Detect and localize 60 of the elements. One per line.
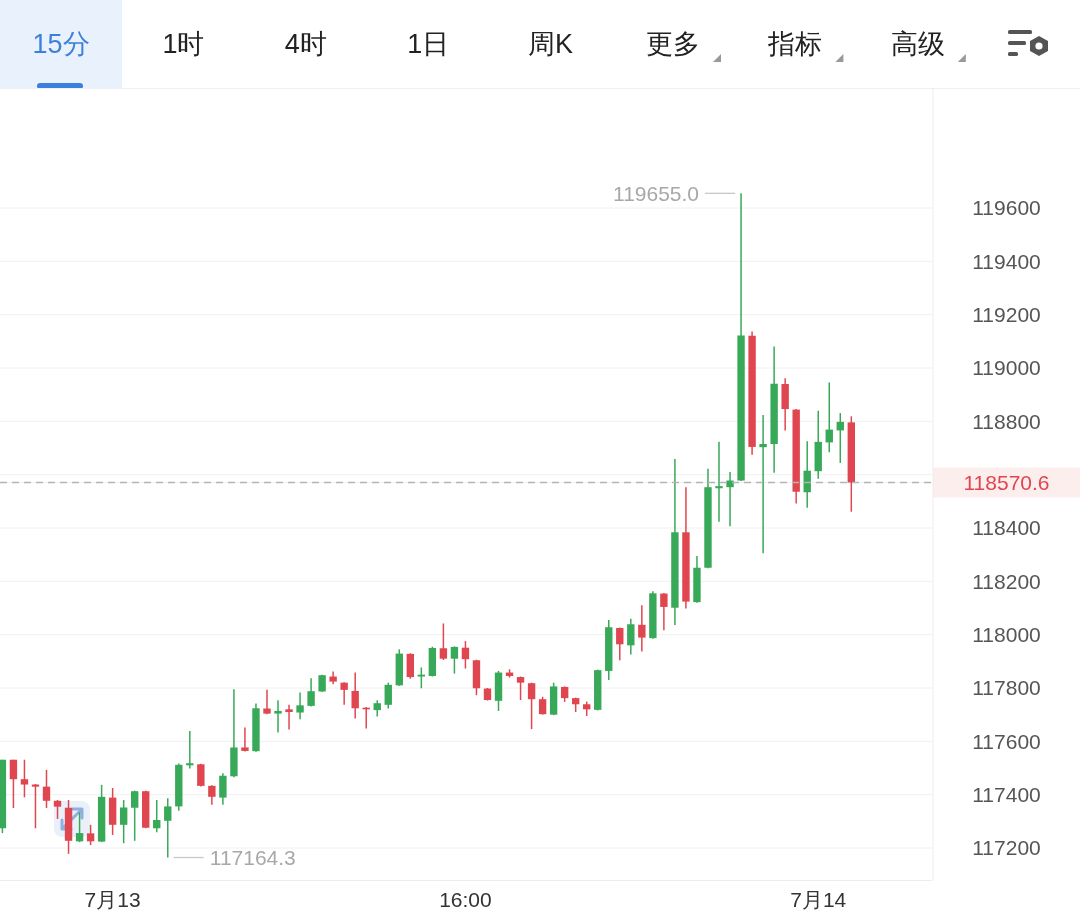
candlestick [186,730,194,770]
text: 指标 [767,29,823,59]
candlestick [627,617,635,656]
text: 更多 [646,29,700,59]
y-tick-label: 119400 [972,249,1041,273]
y-tick-label: 119200 [972,302,1041,326]
candlestick [164,797,172,859]
candlestick [307,677,315,708]
y-tick-label: 119000 [972,356,1041,380]
candlestick [351,671,359,720]
text: 15分 [32,29,90,59]
candlestick [75,811,84,843]
candlestick [53,799,62,820]
candlestick [274,699,282,734]
candlestick [208,784,216,806]
y-tick-label: 118200 [972,569,1041,593]
y-tick-label: 117800 [972,676,1041,700]
text: 4时 [284,29,327,59]
y-tick-label: 117200 [972,836,1041,860]
text: 1时 [162,29,205,59]
candlestick [131,789,139,842]
candlestick [340,681,348,706]
annotation: 117164.3 [209,846,296,870]
text: 周K [528,29,574,59]
candlestick [42,769,51,809]
candlestick [296,691,304,720]
candlestick [384,681,392,710]
candlestick [153,799,161,834]
text: 高级 [890,29,945,59]
candlestick [461,640,470,670]
candlestick [450,645,459,675]
candlestick [86,824,95,846]
candlestick [616,626,624,662]
candlestick [417,666,426,690]
annotation: 119655.0 [613,181,700,205]
candlestick [527,681,536,730]
y-tick-label: 118570.6 [963,470,1050,494]
candlestick [638,604,646,653]
candlestick [660,592,668,631]
y-tick-label: 119600 [972,196,1041,220]
candlestick [406,652,415,680]
y-tick-label: 117400 [972,782,1041,806]
candlestick [119,799,128,844]
y-tick-label: 118000 [972,622,1041,646]
candlestick [715,441,723,523]
candlestick [726,471,734,527]
candlestick [9,758,18,809]
candlestick [219,772,227,806]
candlestick [759,414,767,555]
text: 1日 [407,29,450,59]
x-tick-label: 7月13 [84,887,141,911]
x-tick-label: 7月14 [790,887,847,911]
candlestick [263,689,271,715]
y-tick-label: 117600 [972,729,1041,753]
candlestick [20,758,29,799]
y-tick-label: 118400 [972,516,1041,540]
y-tick-label: 118800 [972,409,1041,433]
x-tick-label: 16:00 [439,887,492,911]
candlestick [439,622,448,661]
candlestick [285,704,293,731]
